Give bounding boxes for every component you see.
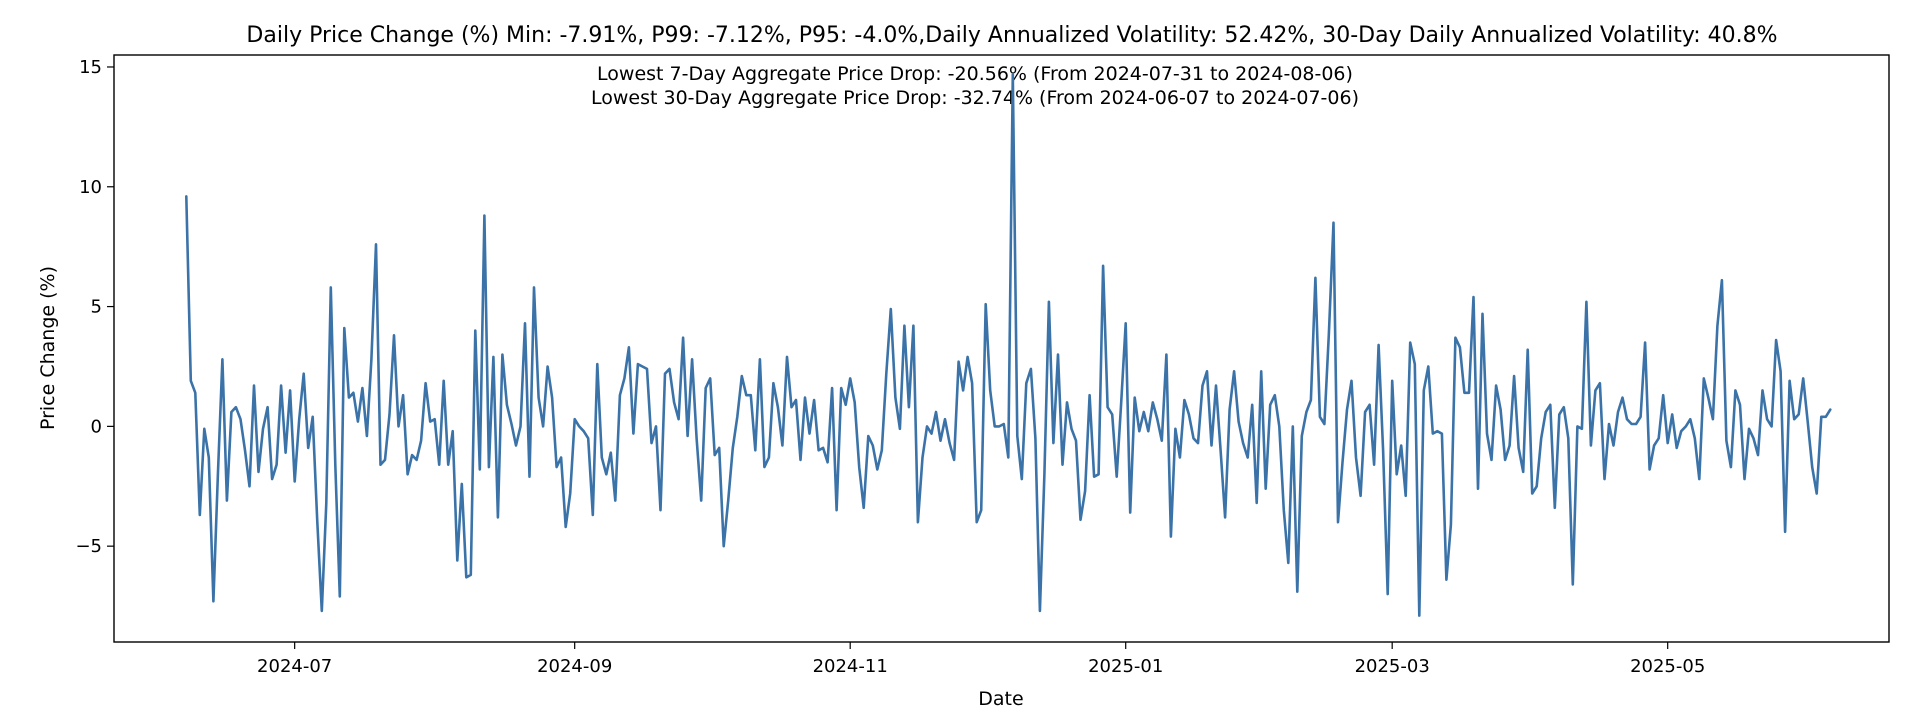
x-axis-label: Date [978,688,1023,710]
chart-title: Daily Price Change (%) Min: -7.91%, P99:… [246,23,1777,48]
x-tick-label: 2025-01 [1088,656,1163,677]
y-tick-label: 0 [91,416,102,437]
x-tick-label: 2024-07 [257,656,332,677]
series-line-daily-price-change [185,72,1832,617]
x-tick-label: 2024-09 [537,656,612,677]
x-tick-label: 2024-11 [813,656,888,677]
x-tick-label: 2025-03 [1355,656,1430,677]
annotation-30day-drop: Lowest 30-Day Aggregate Price Drop: -32.… [591,87,1359,109]
y-axis-label: Price Change (%) [37,266,59,430]
y-axis: −5 0 5 10 15 [75,57,114,557]
y-tick-label: −5 [75,536,102,557]
x-tick-label: 2025-05 [1630,656,1705,677]
y-tick-label: 10 [79,177,102,198]
x-axis: 2024-07 2024-09 2024-11 2025-01 2025-03 2025-… [257,642,1705,677]
y-tick-label: 5 [91,297,102,318]
plot-area-frame [113,54,1890,643]
annotation-7day-drop: Lowest 7-Day Aggregate Price Drop: -20.5… [597,63,1353,85]
y-tick-label: 15 [79,57,102,78]
